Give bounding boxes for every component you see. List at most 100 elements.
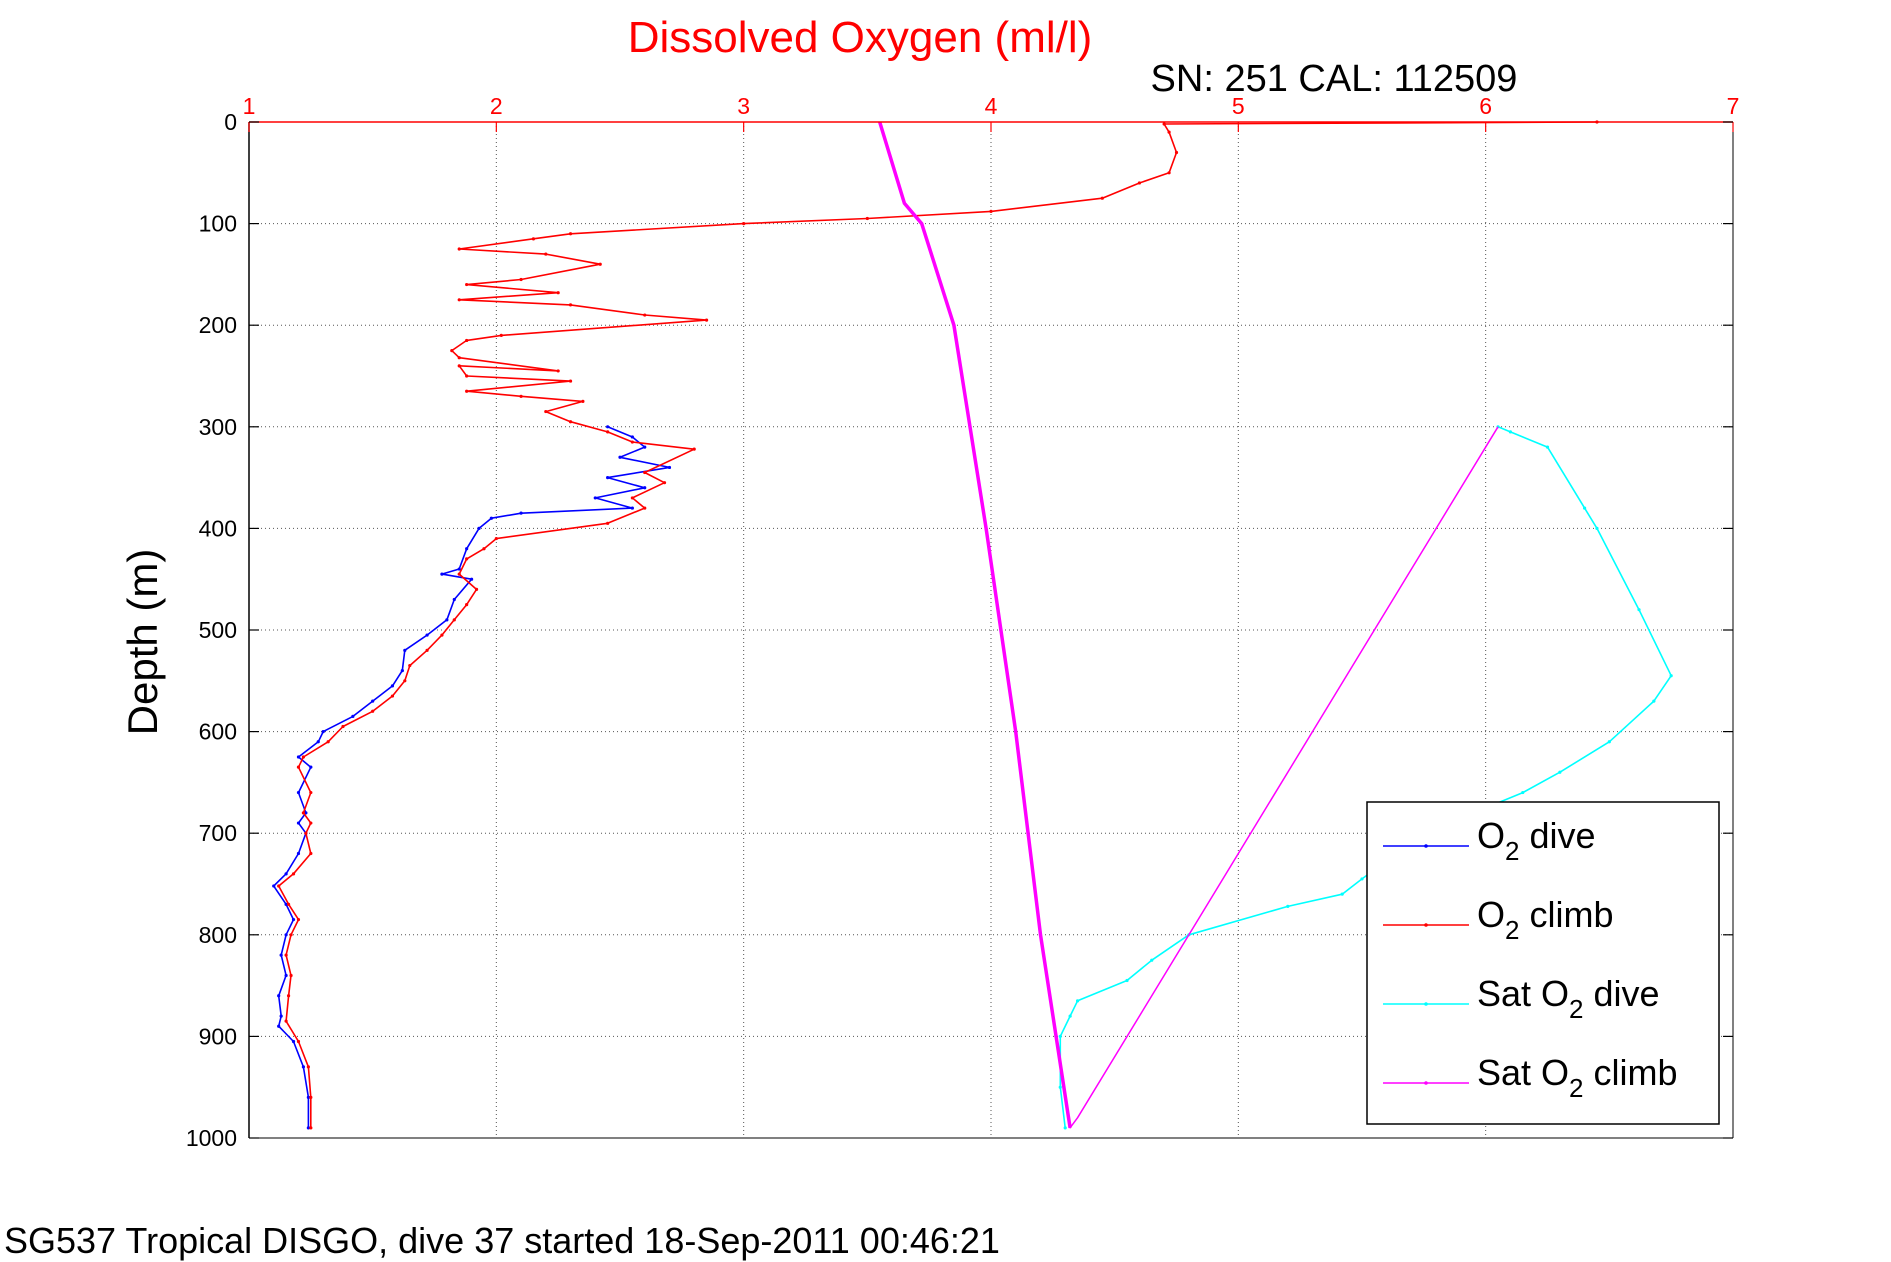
data-point — [1286, 904, 1290, 908]
data-point — [1167, 171, 1171, 175]
data-point — [296, 851, 301, 856]
data-point — [465, 282, 469, 287]
data-point — [321, 730, 325, 734]
data-point — [284, 933, 288, 937]
x-tick-label: 5 — [1232, 93, 1245, 119]
data-point — [371, 699, 375, 703]
data-point — [326, 740, 330, 744]
data-point — [630, 496, 634, 500]
legend-marker — [1424, 923, 1428, 927]
data-point — [277, 1024, 281, 1028]
data-point — [865, 216, 869, 221]
data-point — [643, 313, 647, 317]
data-point — [556, 291, 560, 295]
series-line-1 — [277, 121, 1598, 1128]
data-point — [692, 447, 696, 451]
data-point — [296, 1039, 301, 1044]
data-point — [1583, 506, 1587, 510]
y-tick-label: 300 — [199, 414, 237, 440]
data-point — [667, 465, 672, 470]
data-point — [284, 1019, 288, 1023]
data-point — [544, 252, 548, 256]
data-point — [457, 356, 461, 360]
data-point — [465, 603, 469, 607]
data-point — [390, 694, 395, 698]
data-point — [1360, 877, 1364, 881]
data-point — [284, 973, 288, 978]
data-point — [403, 679, 407, 683]
data-point — [593, 496, 597, 500]
data-point — [1340, 892, 1344, 896]
data-point — [1167, 130, 1171, 134]
data-point — [450, 349, 454, 353]
data-point — [704, 318, 709, 322]
data-point — [289, 973, 293, 978]
data-point — [457, 567, 461, 571]
data-point — [606, 476, 610, 480]
data-point — [630, 506, 634, 510]
data-point — [309, 851, 313, 856]
legend-entry-label: Sat O2 dive — [1477, 973, 1660, 1024]
data-point — [489, 516, 493, 520]
data-point — [630, 435, 634, 439]
data-point — [291, 917, 296, 922]
data-point — [1125, 978, 1129, 983]
data-point — [284, 872, 288, 876]
data-point — [304, 831, 308, 835]
legend-entry-label: O2 climb — [1477, 894, 1614, 945]
data-point — [309, 790, 313, 795]
series-layer — [272, 120, 1673, 1130]
data-point — [277, 994, 281, 998]
data-point — [1521, 790, 1525, 795]
data-point — [1058, 1085, 1062, 1089]
data-point — [568, 420, 573, 424]
data-point — [568, 303, 573, 307]
data-point — [465, 557, 469, 561]
data-point — [296, 765, 301, 769]
data-point — [291, 872, 296, 876]
data-point — [296, 917, 301, 922]
data-point — [643, 486, 647, 490]
data-point — [425, 633, 429, 637]
data-point — [606, 430, 610, 434]
y-axis-label: Depth (m) — [119, 549, 166, 736]
data-point — [581, 399, 585, 403]
data-point — [284, 902, 288, 906]
data-point — [309, 821, 313, 825]
data-point — [1637, 608, 1641, 612]
data-point — [1545, 445, 1550, 449]
data-point — [1100, 196, 1104, 200]
data-point — [606, 425, 610, 429]
data-point — [452, 618, 456, 622]
data-point — [306, 1065, 310, 1069]
data-point — [306, 1095, 310, 1099]
data-point — [556, 369, 560, 373]
data-point — [1652, 699, 1656, 703]
data-point — [544, 409, 548, 414]
data-point — [1162, 122, 1166, 126]
data-point — [286, 902, 291, 906]
data-point — [445, 618, 449, 622]
x-tick-label: 6 — [1479, 93, 1492, 119]
legend-entry-label: Sat O2 climb — [1477, 1052, 1678, 1103]
data-point — [304, 811, 308, 815]
x-tick-label: 1 — [243, 93, 256, 119]
data-point — [1669, 674, 1673, 678]
data-point — [482, 547, 486, 551]
data-point — [301, 755, 306, 759]
data-point — [286, 994, 291, 998]
data-point — [291, 1039, 296, 1044]
data-point — [465, 389, 469, 393]
data-point — [289, 933, 293, 937]
legend-box — [1366, 801, 1720, 1125]
data-point — [277, 884, 281, 888]
data-point — [643, 506, 647, 510]
data-point — [606, 521, 610, 525]
data-point — [1068, 1014, 1072, 1018]
data-point — [643, 445, 647, 449]
data-point — [1063, 1126, 1067, 1130]
data-point — [279, 1014, 283, 1018]
axes: 1 2 3 4 5 6 7 0 100 200 300 400 500 600 700 800 900 1000 — [186, 93, 1740, 1151]
data-point — [452, 597, 456, 602]
y-tick-label: 900 — [199, 1023, 237, 1049]
